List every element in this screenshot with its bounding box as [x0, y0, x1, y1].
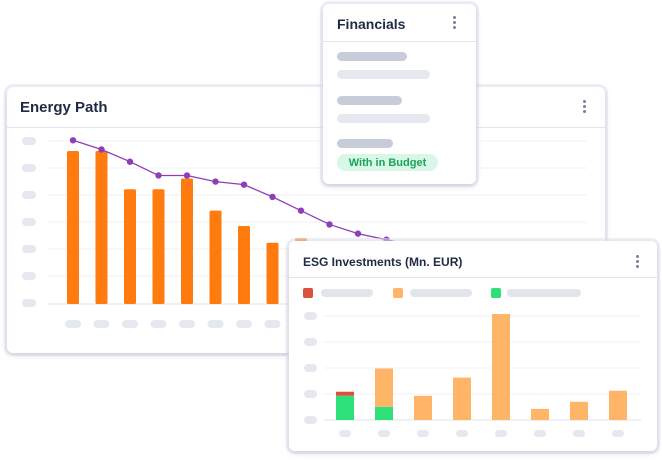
y-tick-label-placeholder — [304, 416, 317, 424]
x-tick-label-placeholder — [150, 320, 167, 328]
energy-trend-point — [297, 207, 305, 214]
y-tick-label-placeholder — [304, 338, 317, 346]
x-tick-label-placeholder — [264, 320, 281, 328]
status-badge: With in Budget — [337, 154, 438, 171]
energy-trend-point — [69, 137, 77, 144]
energy-path-title: Energy Path — [20, 99, 108, 116]
esg-bar-segment — [375, 368, 393, 407]
financials-divider — [323, 41, 476, 42]
x-tick-label-placeholder — [93, 320, 110, 328]
x-tick-label-placeholder — [65, 320, 81, 328]
esg-investments-title: ESG Investments (Mn. EUR) — [303, 255, 463, 269]
esg-bar-segment — [453, 377, 471, 420]
esg-bar-segment — [336, 391, 354, 396]
energy-trend-point — [98, 146, 105, 153]
energy-trend-point — [354, 230, 362, 237]
y-tick-label-placeholder — [22, 137, 36, 145]
energy-bar — [238, 225, 250, 304]
energy-trend-point — [212, 178, 219, 185]
esg-divider — [289, 277, 657, 278]
legend-label-placeholder — [410, 289, 472, 297]
y-tick-label-placeholder — [22, 245, 36, 253]
energy-bar — [209, 210, 222, 304]
energy-bar — [266, 242, 279, 304]
energy-bar — [124, 189, 136, 304]
financials-label-placeholder — [337, 96, 402, 105]
financials-label-placeholder — [337, 139, 393, 148]
y-tick-label-placeholder — [22, 191, 36, 199]
x-tick-label-placeholder — [378, 430, 390, 437]
financials-label-placeholder — [337, 52, 407, 61]
kebab-menu-icon[interactable] — [636, 255, 640, 268]
y-tick-label-placeholder — [22, 299, 36, 307]
legend-label-placeholder — [321, 289, 373, 297]
y-tick-label-placeholder — [304, 390, 317, 398]
energy-bar — [181, 178, 193, 304]
x-tick-label-placeholder — [417, 430, 429, 437]
x-tick-label-placeholder — [534, 430, 546, 437]
esg-bar-segment — [492, 314, 510, 420]
y-tick-label-placeholder — [22, 272, 36, 280]
y-tick-label-placeholder — [304, 312, 317, 320]
energy-trend-point — [326, 221, 333, 228]
y-tick-label-placeholder — [304, 364, 317, 372]
energy-trend-point — [269, 193, 276, 201]
energy-bar — [95, 151, 108, 304]
y-tick-label-placeholder — [22, 218, 36, 226]
esg-bar-segment — [414, 395, 432, 420]
esg-bar-segment — [375, 406, 393, 420]
energy-trend-point — [240, 181, 248, 188]
y-tick-label-placeholder — [22, 164, 36, 172]
financials-title: Financials — [337, 16, 406, 32]
energy-bar — [67, 151, 79, 304]
x-tick-label-placeholder — [456, 430, 468, 437]
energy-trend-point — [183, 172, 191, 179]
x-tick-label-placeholder — [612, 430, 624, 437]
legend-swatch-2 — [393, 288, 403, 298]
legend-swatch-3 — [491, 288, 501, 298]
x-tick-label-placeholder — [122, 320, 138, 328]
legend-label-placeholder — [507, 289, 581, 297]
financials-value-placeholder — [337, 70, 430, 79]
esg-investments-card: ESG Investments (Mn. EUR) — [289, 241, 657, 451]
esg-bar-segment — [570, 401, 588, 420]
x-tick-label-placeholder — [179, 320, 195, 328]
energy-trend-point — [126, 158, 134, 165]
energy-path-divider — [7, 127, 605, 128]
kebab-menu-icon[interactable] — [453, 16, 457, 29]
esg-bar-segment — [531, 408, 549, 420]
energy-bar — [152, 189, 165, 304]
esg-investments-chart — [304, 312, 641, 437]
financials-card: Financials With in Budget — [323, 4, 476, 184]
esg-bar-segment — [336, 395, 354, 420]
esg-bar-segment — [609, 390, 627, 420]
kebab-menu-icon[interactable] — [583, 100, 587, 113]
legend-swatch-1 — [303, 288, 313, 298]
x-tick-label-placeholder — [573, 430, 585, 437]
x-tick-label-placeholder — [207, 320, 224, 328]
x-tick-label-placeholder — [236, 320, 252, 328]
energy-trend-point — [155, 172, 162, 179]
x-tick-label-placeholder — [339, 430, 351, 437]
x-tick-label-placeholder — [495, 430, 507, 437]
financials-value-placeholder — [337, 114, 430, 123]
